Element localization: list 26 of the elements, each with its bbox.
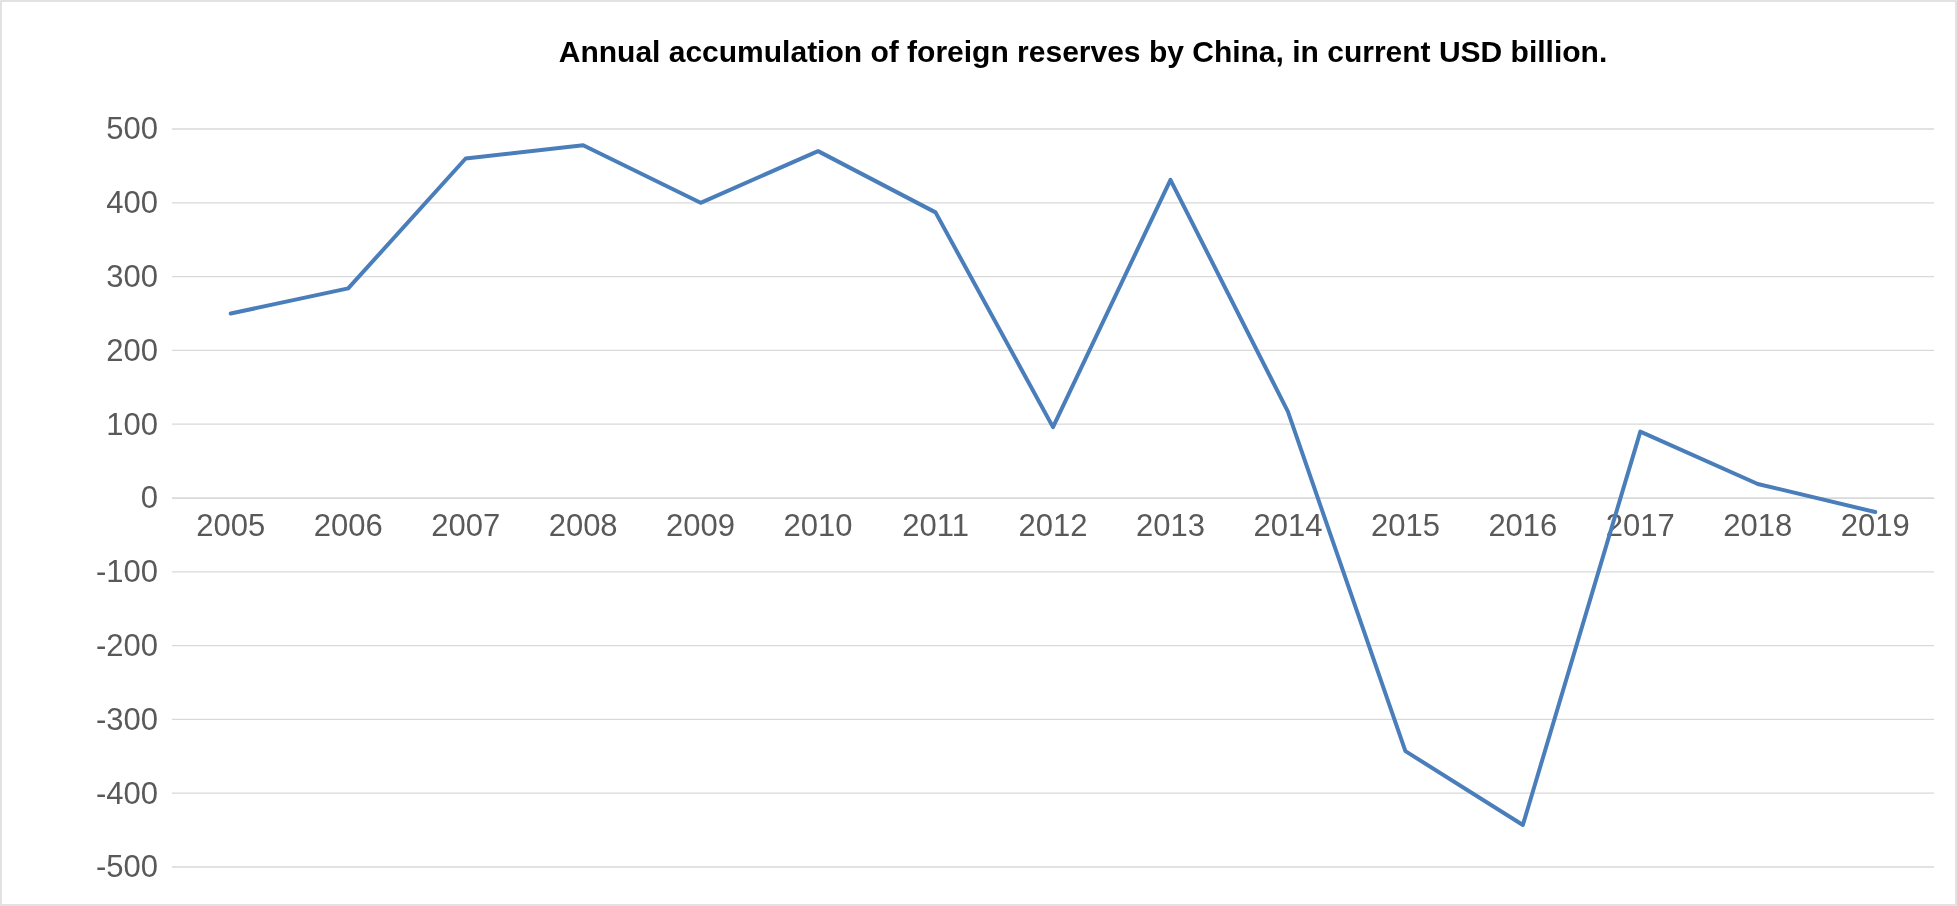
y-tick-label: -300: [95, 701, 158, 737]
x-tick-label: 2013: [1135, 508, 1205, 544]
y-tick-label: 500: [106, 111, 158, 147]
x-tick-label: 2019: [1840, 508, 1910, 544]
x-tick-label: 2011: [902, 508, 969, 544]
x-tick-label: 2016: [1488, 508, 1558, 544]
y-tick-label: 200: [106, 332, 158, 368]
y-tick-label: 100: [106, 406, 158, 442]
x-tick-label: 2012: [1018, 508, 1088, 544]
x-tick-label: 2018: [1723, 508, 1793, 544]
x-tick-label: 2009: [666, 508, 736, 544]
y-tick-label: -200: [95, 628, 158, 664]
chart-title: Annual accumulation of foreign reserves by China, in current USD billion.: [558, 35, 1608, 68]
x-tick-label: 2010: [783, 508, 853, 544]
y-tick-label: 0: [140, 480, 158, 516]
y-tick-label: 400: [106, 185, 158, 221]
x-tick-label: 2008: [548, 508, 618, 544]
y-tick-label: -400: [95, 775, 158, 811]
x-tick-label: 2014: [1253, 508, 1323, 544]
y-tick-label: 300: [106, 259, 158, 295]
y-tick-label: -500: [95, 849, 158, 885]
x-tick-label: 2015: [1370, 508, 1440, 544]
y-tick-label: -100: [95, 554, 158, 590]
x-tick-label: 2007: [431, 508, 501, 544]
x-tick-label: 2006: [313, 508, 383, 544]
x-tick-label: 2005: [196, 508, 266, 544]
